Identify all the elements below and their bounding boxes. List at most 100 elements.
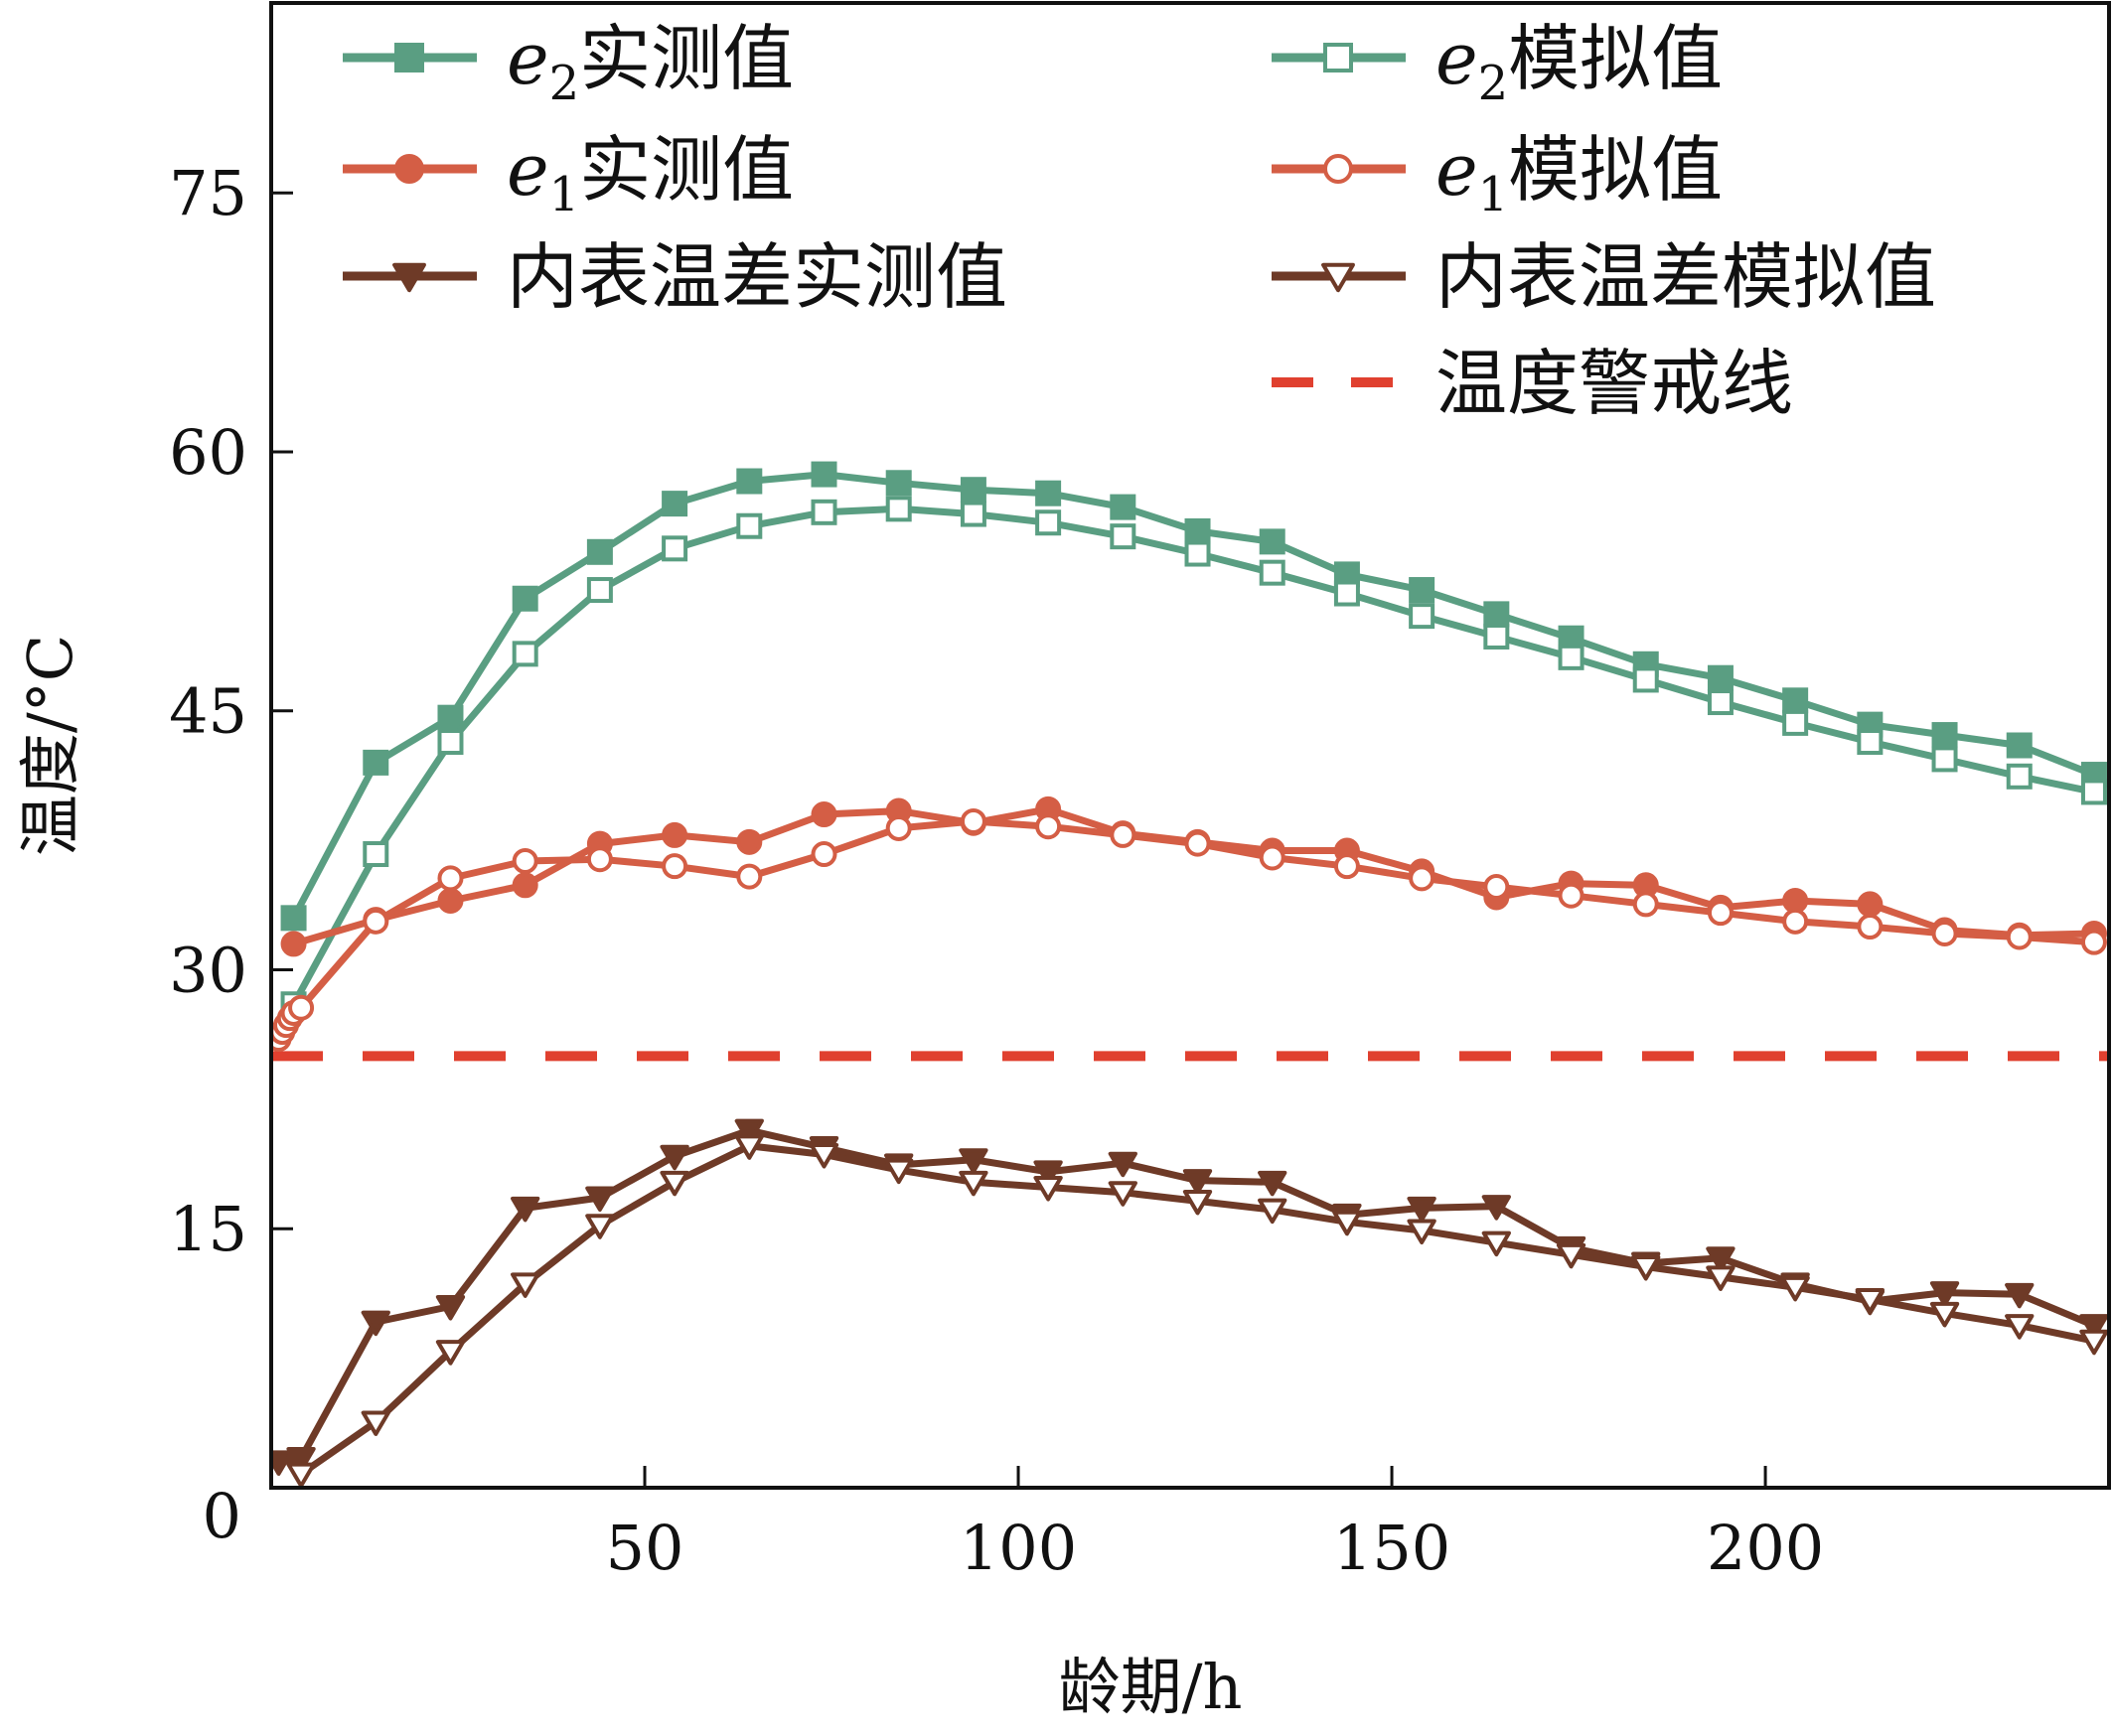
legend-label-text: 实测值 [579,128,794,212]
series-4 [271,807,2107,1053]
series-5-point [1481,1195,1511,1221]
y-tick-label: 45 [169,675,247,748]
series-2-point [1558,644,1585,670]
series-1-point [1110,494,1136,520]
legend-label: e2模拟值 [1435,17,1723,111]
legend-label-var: e [507,17,549,100]
series-6-point [1855,1288,1885,1314]
legend-label: e1实测值 [507,128,794,222]
series-4-point [960,807,986,834]
legend-label-var: e [1435,128,1478,212]
legend-label-warning: 温度警戒线 [1435,342,1793,425]
legend-label-text: 模拟值 [1508,128,1723,212]
series-2-point [960,501,986,527]
series-4-point [1632,891,1659,918]
series-4-point [1184,830,1211,857]
series-1-point [1483,601,1510,628]
series-6-point [286,1462,316,1488]
series-2-point [1483,623,1510,650]
x-tick-label: 200 [1707,1512,1824,1584]
plot-frame [269,1,2111,1490]
series-4-point [1110,821,1136,848]
series-6-point [2005,1314,2035,1340]
series-4-point [288,994,315,1021]
series-5-point [1929,1281,1960,1307]
data-group [271,461,2109,1488]
series-1-point [1707,664,1734,691]
series-6-point [1556,1242,1586,1269]
series-5-point [660,1144,689,1171]
series-4-point [1782,908,1809,935]
series-3-point [512,872,538,899]
series-6-point [1033,1176,1063,1202]
series-4-point [1707,900,1734,927]
series-2-point [586,577,613,604]
series-5-point [511,1196,540,1223]
series-6-point [959,1170,988,1197]
legend-label: e2实测值 [507,17,794,111]
series-1-point [2006,732,2033,759]
series-6-point [734,1134,764,1160]
series-4-point [736,863,763,890]
series-2-point [662,535,688,562]
series-6-point [1929,1301,1960,1328]
legend-entry-6: 内表温差模拟值 [1272,235,1936,319]
legend-entry-3: e1实测值 [343,128,794,222]
series-6-point [361,1410,390,1436]
legend-swatch-marker [1321,262,1355,293]
series-6-point [1780,1275,1810,1302]
series-2-point [1110,523,1136,550]
series-1-point [662,491,688,517]
series-4-point [885,814,912,841]
x-axis-label: 龄期/h [1059,1651,1243,1723]
series-6-point [1332,1210,1362,1236]
series-2-point [1707,689,1734,716]
series-2-point [1184,540,1211,567]
series-2-point [1035,509,1062,536]
y-tick-label: 30 [169,934,247,1006]
series-5-point [361,1310,390,1337]
series-5-point [1182,1169,1213,1195]
series-6-point [1182,1189,1213,1216]
series-2-point [2080,779,2107,805]
series-1-point [1409,577,1435,604]
legend-label-sub: 1 [549,167,580,222]
series-4-point [1035,813,1062,840]
legend-entry-1: e2实测值 [343,17,794,111]
series-4-point [1259,844,1285,871]
series-6-point [585,1214,615,1239]
series-4-point [512,847,538,874]
x-tick-label: 100 [960,1512,1077,1584]
legend-label-text: 实测值 [579,17,794,100]
legend-entry-4: e1模拟值 [1272,128,1723,222]
series-6-point [809,1143,839,1169]
series-6-point [2079,1329,2109,1356]
series-6-point [1481,1230,1511,1257]
legend-swatch-marker [394,43,424,72]
series-1-point [1931,722,1958,749]
series-4-point [437,865,464,892]
series-4-point [1857,914,1884,940]
series-2 [280,496,2107,1018]
x-tick-label: 50 [606,1512,684,1584]
series-5-point [1407,1196,1436,1223]
y-axis-label: 温度/°C [14,635,86,856]
series-3-point [736,828,763,855]
series-2-point [1632,666,1659,693]
series-2-point [1857,729,1884,756]
series-1-point [960,477,986,504]
series-2-point [363,841,389,868]
series-1-point [1782,687,1809,714]
series-5-point [1258,1170,1287,1197]
series-2-point [1782,709,1809,736]
series-6-point [1706,1265,1736,1291]
series-6-point [435,1340,466,1366]
axes: 50 100 150 200 15 30 45 60 75 0 龄期/h 温度/°C [14,1,2111,1723]
legend-label-sub: 2 [1478,56,1509,111]
series-5-point [286,1446,316,1473]
series-1-point [811,461,837,488]
series-4-point [363,908,389,935]
series-2-point [1259,559,1285,586]
